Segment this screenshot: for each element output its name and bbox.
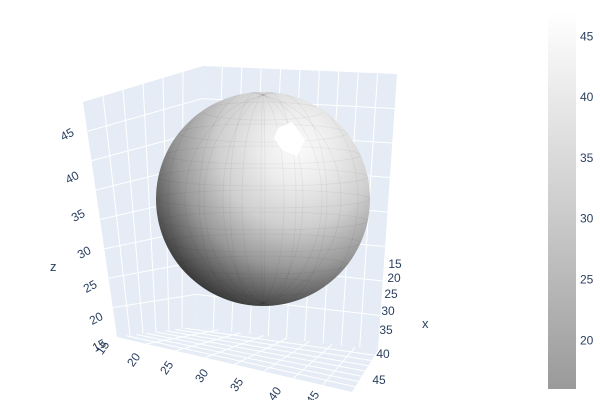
z-tick-label: 20 xyxy=(87,309,106,328)
x-axis-title: x xyxy=(422,316,429,331)
colorbar-tick-label: 40 xyxy=(580,90,594,104)
grid-line xyxy=(263,340,310,372)
x-tick-label: 35 xyxy=(379,323,393,337)
colorbar-ticks: 20 25 30 35 40 45 xyxy=(580,29,594,347)
grid-line xyxy=(292,343,333,379)
grid-line xyxy=(142,83,157,333)
z-axis-ticks: 15 20 25 30 35 40 45 xyxy=(58,125,109,355)
mesh-longitude-line xyxy=(229,92,285,306)
mesh-longitude-line xyxy=(241,92,297,306)
colorbar-tick-label: 25 xyxy=(580,273,594,287)
x-tick-label: 25 xyxy=(384,287,398,301)
left-wall-pane xyxy=(83,66,203,337)
mesh-latitude-line xyxy=(156,189,370,209)
mesh-longitude-line xyxy=(167,92,323,306)
sphere-body xyxy=(156,92,370,306)
y-tick-label: 40 xyxy=(265,384,284,400)
x-tick-label: 20 xyxy=(387,271,401,285)
y-tick-label: 20 xyxy=(124,350,143,369)
colorbar-gradient xyxy=(548,12,576,389)
mesh-latitude-line xyxy=(201,101,325,121)
grid-line xyxy=(165,330,369,367)
colorbar-tick-label: 20 xyxy=(580,333,594,347)
z-tick-label: 25 xyxy=(81,277,100,296)
y-tick-label: 45 xyxy=(303,388,322,400)
specular-highlight xyxy=(274,122,305,156)
x-tick-label: 45 xyxy=(372,373,386,387)
grid-line xyxy=(155,331,366,372)
y-tick-label: 30 xyxy=(192,366,211,385)
floor-pane xyxy=(117,327,378,392)
sphere-surface xyxy=(156,92,370,306)
mesh-latitude-line xyxy=(157,167,369,187)
mesh-longitude-line xyxy=(222,92,328,306)
mesh-longitude-line xyxy=(156,92,342,306)
x-tick-label: 30 xyxy=(381,304,395,318)
z-tick-label: 30 xyxy=(75,243,94,262)
z-tick-label: 45 xyxy=(58,125,77,144)
colorbar-tick-label: 35 xyxy=(580,151,594,165)
mesh-latitude-line xyxy=(201,277,325,297)
grid-line xyxy=(322,346,356,386)
grid-line xyxy=(122,89,144,334)
sphere-mesh xyxy=(156,92,370,306)
mesh-longitude-line xyxy=(260,92,266,306)
x-tick-label: 15 xyxy=(388,257,402,271)
mesh-longitude-line xyxy=(184,92,370,306)
grid-line xyxy=(175,329,372,361)
x-tick-label: 40 xyxy=(376,347,390,361)
z-axis-title: z xyxy=(50,259,57,274)
grid-line xyxy=(102,95,131,336)
z-tick-label: 40 xyxy=(63,168,82,187)
colorbar-tick-label: 45 xyxy=(580,29,594,43)
colorbar-tick-label: 30 xyxy=(580,212,594,226)
grid-line xyxy=(185,327,375,356)
y-tick-label: 35 xyxy=(227,375,246,394)
colorbar: 20 25 30 35 40 45 xyxy=(548,12,594,389)
mesh-longitude-line xyxy=(203,92,359,306)
z-tick-label: 15 xyxy=(90,336,109,355)
mesh-latitude-line xyxy=(165,233,361,253)
mesh-latitude-line xyxy=(157,211,369,231)
z-tick-label: 35 xyxy=(69,206,88,225)
y-tick-label: 25 xyxy=(157,358,176,377)
mesh-longitude-line xyxy=(198,92,304,306)
y-axis-ticks: 15 20 25 30 35 40 45 xyxy=(93,338,322,400)
mesh-latitude-line xyxy=(165,145,361,165)
